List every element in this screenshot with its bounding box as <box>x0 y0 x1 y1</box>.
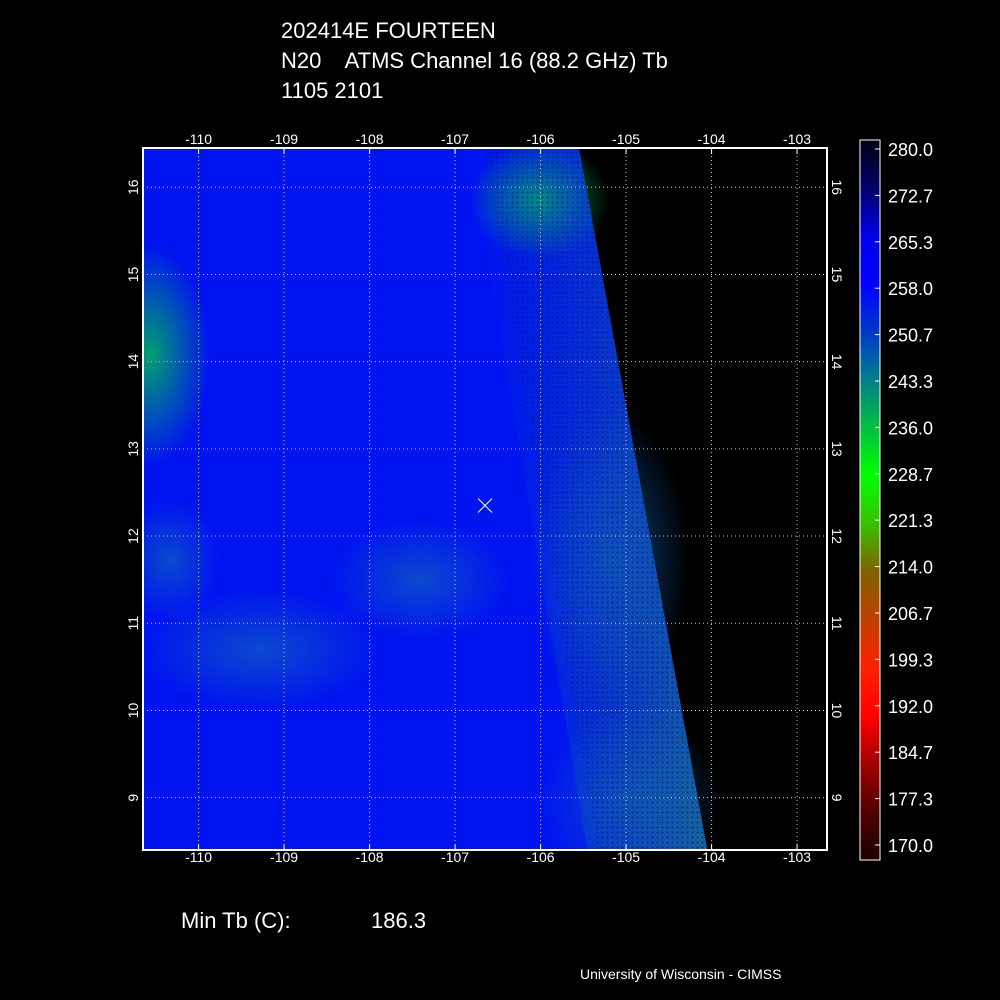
texture-blob <box>143 245 210 465</box>
colorbar-label: 184.7 <box>888 743 933 763</box>
lat-tick-label: 12 <box>125 528 141 544</box>
colorbar-label: 170.0 <box>888 836 933 856</box>
lat-tick-label: 16 <box>125 179 141 195</box>
lon-tick-label: -110 <box>185 849 212 865</box>
swath-texture <box>143 148 720 850</box>
colorbar-label: 280.0 <box>888 140 933 160</box>
colorbar-label: 228.7 <box>888 465 933 485</box>
lon-tick-label: -103 <box>783 849 811 865</box>
lon-tick-label: -104 <box>698 131 726 147</box>
texture-blob <box>143 590 380 710</box>
plot-border <box>142 147 828 851</box>
lat-tick-label: 11 <box>125 616 141 631</box>
credit-text: University of Wisconsin - CIMSS <box>580 966 782 982</box>
datetime-title: 1105 2101 <box>281 78 384 103</box>
lon-tick-label: -110 <box>185 131 212 147</box>
colorbar-label: 250.7 <box>888 326 933 346</box>
lat-tick-label: 13 <box>125 441 141 457</box>
lat-tick-label: 13 <box>829 441 845 457</box>
storm-center-marker <box>477 498 493 513</box>
lat-tick-label: 14 <box>829 354 845 370</box>
colorbar-label: 177.3 <box>888 790 933 810</box>
colorbar-label: 199.3 <box>888 650 933 670</box>
colorbar-label: 236.0 <box>888 418 933 438</box>
colorbar-label: 265.3 <box>888 233 933 253</box>
min-tb-label: Min Tb (C): <box>181 908 291 933</box>
lon-tick-label: -106 <box>527 131 555 147</box>
lon-tick-label: -105 <box>612 849 640 865</box>
lon-tick-label: -103 <box>783 131 811 147</box>
colorbar-label: 192.0 <box>888 697 933 717</box>
lon-tick-label: -106 <box>527 849 555 865</box>
colorbar-label: 258.0 <box>888 279 933 299</box>
lon-tick-label: -108 <box>356 849 384 865</box>
colorbar-ramp <box>859 139 881 861</box>
lon-tick-label: -107 <box>441 849 469 865</box>
lat-lon-grid <box>143 148 827 850</box>
lat-tick-label: 15 <box>829 267 845 283</box>
colorbar-label: 221.3 <box>888 511 933 531</box>
lat-tick-label: 9 <box>125 794 141 802</box>
center-x-stroke <box>477 498 493 513</box>
colorbar-label: 272.7 <box>888 186 933 206</box>
latitude-labels-right: 9 10 11 12 13 14 15 16 <box>829 179 845 801</box>
lon-tick-label: -108 <box>356 131 384 147</box>
lat-tick-label: 11 <box>829 616 845 631</box>
colorbar: 280.0 272.7 265.3 258.0 250.7 243.3 236.0 228.7… <box>859 139 933 861</box>
lon-tick-label: -105 <box>612 131 640 147</box>
lat-tick-label: 10 <box>829 703 845 719</box>
lat-tick-label: 14 <box>125 354 141 370</box>
storm-title: 202414E FOURTEEN <box>281 18 496 43</box>
swath-edge-stipple <box>484 148 708 850</box>
texture-blob <box>143 500 220 620</box>
colorbar-label: 214.0 <box>888 558 933 578</box>
brightness-temperature-image <box>143 148 720 850</box>
lat-tick-label: 15 <box>125 266 141 282</box>
lon-tick-label: -107 <box>441 131 469 147</box>
colorbar-label: 206.7 <box>888 604 933 624</box>
longitude-labels-top: -110 -109 -108 -107 -106 -105 -104 -103 <box>185 131 811 147</box>
lat-tick-label: 10 <box>125 702 141 718</box>
latitude-labels-left: 9 10 11 12 13 14 15 16 <box>125 179 141 801</box>
lon-tick-label: -109 <box>270 131 298 147</box>
lon-tick-label: -109 <box>270 849 298 865</box>
texture-blob <box>330 520 510 640</box>
min-tb-value: 186.3 <box>371 908 427 933</box>
lat-tick-label: 9 <box>829 794 845 802</box>
lat-tick-label: 16 <box>829 179 845 195</box>
lat-tick-label: 12 <box>829 528 845 544</box>
lon-tick-label: -104 <box>698 849 726 865</box>
longitude-labels-bottom: -110 -109 -108 -107 -106 -105 -104 -103 <box>185 849 811 865</box>
sensor-title: N20 ATMS Channel 16 (88.2 GHz) Tb <box>281 48 668 73</box>
colorbar-label: 243.3 <box>888 372 933 392</box>
